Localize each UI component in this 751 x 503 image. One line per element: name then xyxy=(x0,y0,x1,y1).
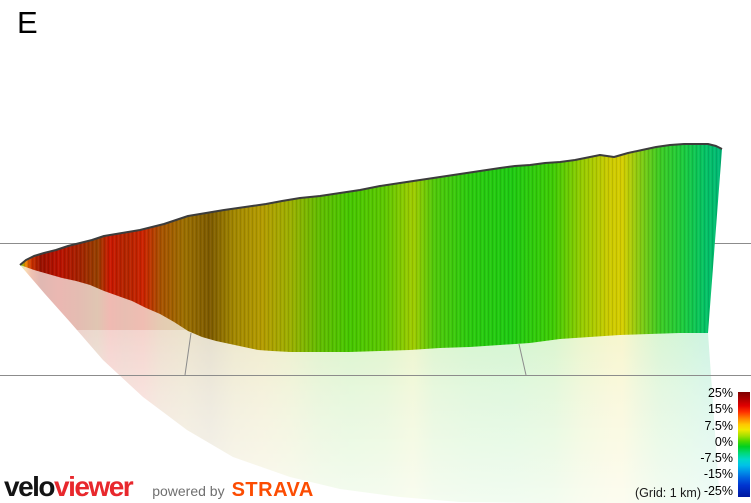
strava-wordmark[interactable]: STRAVA xyxy=(231,479,314,501)
veloviewer-logo-velo: velo xyxy=(4,471,56,502)
branding-bar: veloviewer powered by STRAVA xyxy=(4,471,314,503)
legend-label: 7.5% xyxy=(704,418,734,433)
profile-ribbon-texture xyxy=(20,144,722,352)
profile-top-outline xyxy=(19,143,723,266)
grid-scale-note: (Grid: 1 km) xyxy=(635,486,701,500)
veloviewer-logo[interactable]: veloviewer xyxy=(4,471,134,503)
reflection-fade xyxy=(0,330,751,503)
gradient-legend: 25% 15% 7.5% 0% -7.5% -15% -25% xyxy=(673,387,733,497)
page-title: E xyxy=(17,5,38,40)
legend-label: -25% xyxy=(703,483,733,498)
legend-label: 0% xyxy=(714,434,733,449)
legend-label: 25% xyxy=(707,386,733,400)
legend-label: 15% xyxy=(707,402,733,417)
powered-by-label: powered by xyxy=(152,483,225,499)
legend-label: -7.5% xyxy=(700,451,733,465)
legend-color-bar xyxy=(738,392,750,497)
veloviewer-logo-viewer: viewer xyxy=(54,471,134,502)
legend-label: -15% xyxy=(703,467,733,482)
